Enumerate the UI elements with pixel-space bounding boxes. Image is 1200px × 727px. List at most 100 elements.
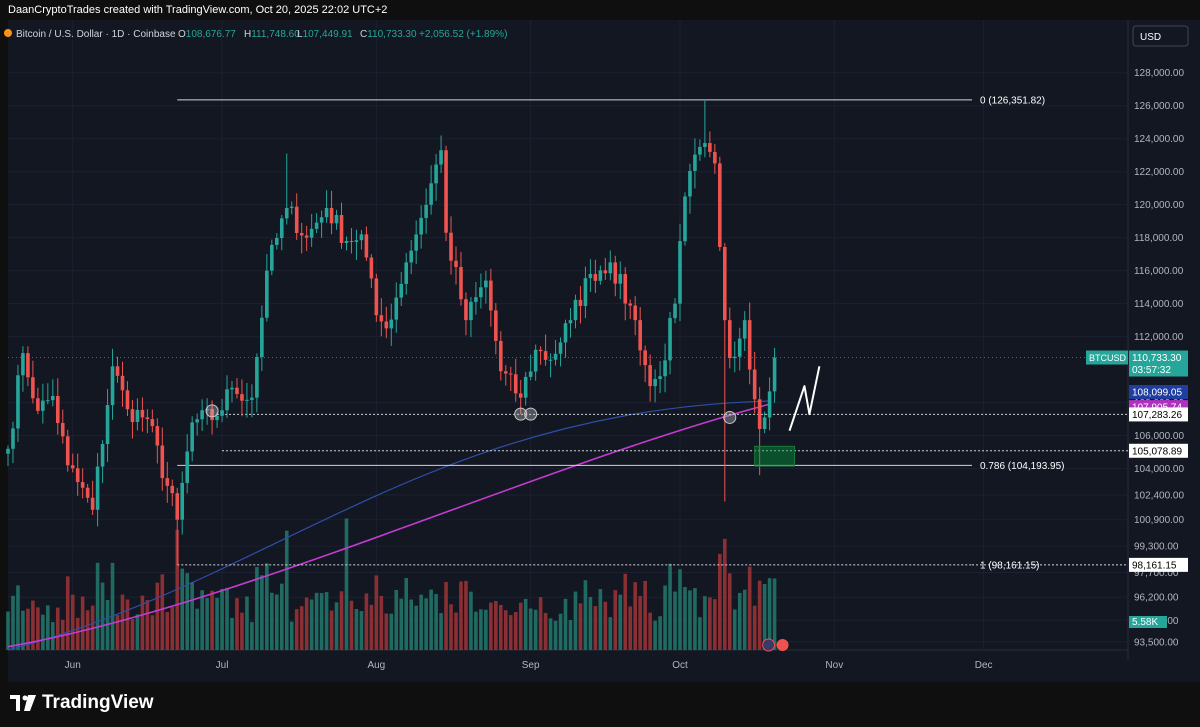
candle: [250, 384, 254, 418]
candle: [648, 354, 652, 402]
candle: [105, 389, 110, 463]
candle: [394, 282, 399, 333]
candle: [409, 240, 413, 275]
fib-label: 0.786 (104,193.95): [980, 461, 1065, 472]
candle: [429, 165, 433, 215]
candle: [742, 311, 747, 351]
candle: [265, 254, 269, 322]
candle: [688, 163, 692, 214]
volume-bar: [31, 600, 35, 650]
candle: [683, 192, 687, 246]
currency-label: USD: [1140, 32, 1161, 43]
candle: [548, 353, 553, 378]
volume-bar: [354, 609, 359, 650]
volume-bar: [235, 598, 239, 650]
candle-body: [503, 371, 508, 374]
candle-body: [658, 376, 662, 380]
volume-bar: [255, 567, 259, 650]
candle: [90, 480, 95, 516]
candle-body: [294, 206, 299, 234]
volume-bar: [718, 553, 722, 650]
candle: [225, 375, 229, 418]
candle-body: [757, 399, 762, 429]
candle-body: [727, 320, 732, 359]
candle: [658, 361, 662, 394]
time-tick-label: Oct: [672, 660, 688, 671]
volume-bar: [623, 573, 628, 650]
candle-body: [653, 379, 657, 387]
candle-body: [265, 270, 269, 318]
candle-body: [469, 301, 473, 321]
last-price-tag: [1129, 350, 1188, 377]
currency-button[interactable]: USD: [1132, 25, 1189, 47]
candle-body: [638, 320, 642, 351]
candle-body: [384, 321, 389, 329]
volume-bar: [508, 615, 513, 650]
volume-bar: [329, 610, 334, 650]
price-chart[interactable]: 0 (126,351.82) 0.786 (104,193.95) 1 (98,16…: [0, 20, 1200, 682]
volume-bar: [324, 592, 329, 650]
volume-bar: [51, 622, 55, 650]
candle: [533, 344, 538, 381]
volume-bar: [638, 596, 642, 650]
time-axis[interactable]: Jun Jul Aug Sep Oct Nov Dec: [65, 660, 993, 671]
candle-body: [6, 448, 10, 454]
volume-bar: [270, 592, 274, 650]
candle-body: [60, 423, 65, 437]
candle-body: [299, 233, 304, 236]
candle: [713, 143, 717, 174]
candle-body: [379, 315, 384, 322]
candle: [374, 273, 379, 322]
candle-body: [394, 297, 399, 320]
candle-body: [703, 143, 707, 147]
candle: [275, 233, 279, 250]
volume-bar: [513, 612, 518, 650]
candle: [85, 483, 90, 503]
candle-body: [185, 451, 189, 483]
volume-bar: [643, 581, 647, 650]
candle-body: [518, 393, 523, 398]
volume-bar: [434, 594, 438, 650]
candle: [653, 369, 657, 403]
candle-body: [125, 390, 130, 410]
volume-bar: [379, 595, 384, 650]
volume-bar: [528, 608, 533, 650]
candle: [503, 365, 508, 386]
volume-bar: [762, 583, 767, 650]
volume-bar: [130, 619, 135, 650]
countdown-value: 03:57:32: [1132, 365, 1171, 376]
candle: [419, 205, 423, 249]
candle-body: [563, 323, 568, 343]
candle: [603, 257, 608, 280]
symbol-legend[interactable]: Bitcoin / U.S. Dollar · 1D · Coinbase O1…: [4, 29, 507, 40]
candle-body: [329, 207, 334, 224]
candle-body: [429, 183, 433, 205]
volume-bar: [503, 610, 508, 650]
time-tick-label: Nov: [825, 660, 843, 671]
candle: [459, 252, 463, 306]
candle: [210, 400, 214, 435]
high-label: H: [244, 29, 251, 40]
candle-body: [16, 375, 20, 429]
time-tick-label: Dec: [975, 660, 993, 671]
candle-body: [643, 350, 647, 366]
candle: [115, 356, 120, 383]
volume-bar: [563, 598, 568, 650]
volume-bar: [120, 594, 125, 650]
tradingview-logo[interactable]: TradingView: [10, 692, 154, 714]
price-tick-label: 100,900.00: [1134, 515, 1184, 526]
volume-bar: [583, 580, 588, 650]
volume-bar: [245, 596, 249, 650]
price-tick-label: 114,000.00: [1134, 299, 1184, 310]
candle: [499, 331, 503, 381]
candle-body: [110, 366, 115, 406]
candle: [95, 453, 100, 527]
volume-bar: [309, 599, 314, 650]
candle: [314, 213, 319, 234]
footer: TradingView: [0, 682, 1200, 727]
volume-bar: [414, 605, 418, 650]
candle: [190, 416, 194, 462]
candle-body: [304, 235, 309, 238]
volume-bar: [409, 599, 413, 650]
volume-bar: [115, 614, 120, 650]
